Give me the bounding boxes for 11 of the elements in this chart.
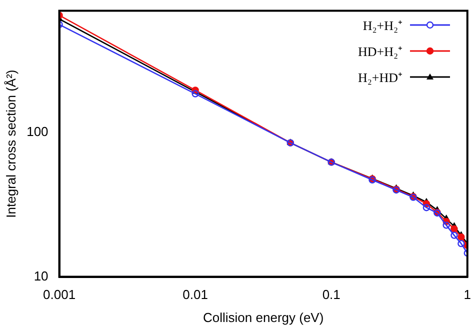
legend-label: H₂+HD⁺	[358, 69, 402, 86]
legend-label: HD+H₂⁺	[358, 43, 402, 60]
legend-label: H₂+H₂⁺	[362, 17, 402, 34]
x-tick-label: 1	[464, 287, 471, 302]
y-tick-label: 100	[26, 124, 48, 140]
x-tick-label: 0.01	[182, 287, 208, 302]
x-tick-label: 0.1	[322, 287, 340, 302]
y-tick-label: 10	[34, 268, 48, 284]
x-tick-label: 0.001	[43, 287, 76, 302]
y-axis-title: Integral cross section (Å²)	[3, 70, 18, 218]
x-axis-title: Collision energy (eV)	[203, 310, 324, 325]
